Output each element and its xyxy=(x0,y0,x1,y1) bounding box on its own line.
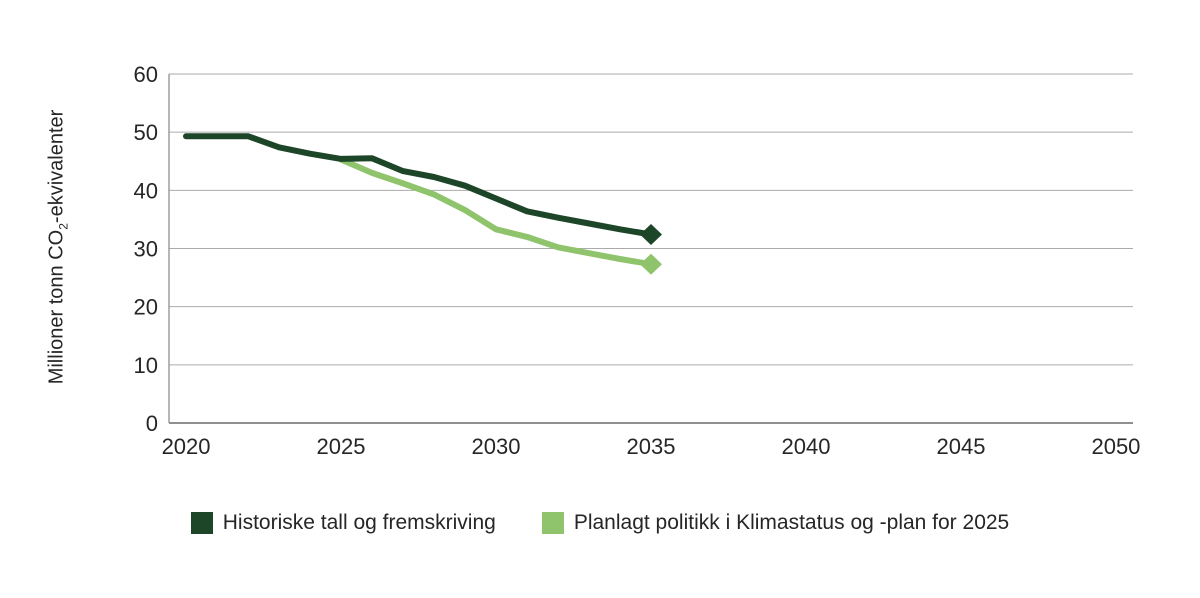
y-tick-label-0: 0 xyxy=(146,411,158,436)
y-axis-title: Millioner tonn CO2-ekvivalenter xyxy=(46,110,71,385)
series-line-historiske-tall-og-fremskriving xyxy=(183,133,654,238)
series-end-marker-historiske-tall-og-fremskriving xyxy=(640,224,662,246)
legend-label-historiske-tall: Historiske tall og fremskriving xyxy=(222,511,496,534)
y-axis-title-text: Millioner tonn CO xyxy=(45,229,68,385)
x-tick-label-2035: 2035 xyxy=(627,434,676,459)
y-tick-label-10: 10 xyxy=(134,353,158,378)
y-tick-label-60: 60 xyxy=(134,62,158,87)
legend-item-historiske-tall[interactable]: Historiske tall og fremskriving xyxy=(190,511,496,535)
y-tick-label-40: 40 xyxy=(134,178,158,203)
legend-swatch-light-green xyxy=(541,512,564,534)
series-end-marker-planlagt-politikk-i-klimastatus-og-plan-for-2025 xyxy=(640,253,662,275)
y-axis-title-text-suffix: -ekvivalenter xyxy=(45,109,68,224)
x-tick-label-2030: 2030 xyxy=(472,434,521,459)
series-line-planlagt-politikk-i-klimastatus-og-plan-for-2025 xyxy=(338,156,654,268)
legend: Historiske tall og fremskriving Planlagt… xyxy=(0,511,1200,535)
y-tick-label-20: 20 xyxy=(134,295,158,320)
legend-label-planlagt-politikk: Planlagt politikk i Klimastatus og -plan… xyxy=(573,511,1010,534)
x-tick-label-2050: 2050 xyxy=(1091,434,1140,459)
legend-item-planlagt-politikk[interactable]: Planlagt politikk i Klimastatus og -plan… xyxy=(541,511,1010,535)
y-tick-label-30: 30 xyxy=(134,237,158,262)
legend-swatch-dark-green xyxy=(190,512,213,534)
x-tick-label-2045: 2045 xyxy=(936,434,985,459)
x-tick-label-2040: 2040 xyxy=(782,434,831,459)
y-tick-label-50: 50 xyxy=(134,120,158,145)
x-tick-label-2025: 2025 xyxy=(317,434,366,459)
x-tick-label-2020: 2020 xyxy=(162,434,211,459)
y-axis-title-subscript: 2 xyxy=(56,223,71,230)
